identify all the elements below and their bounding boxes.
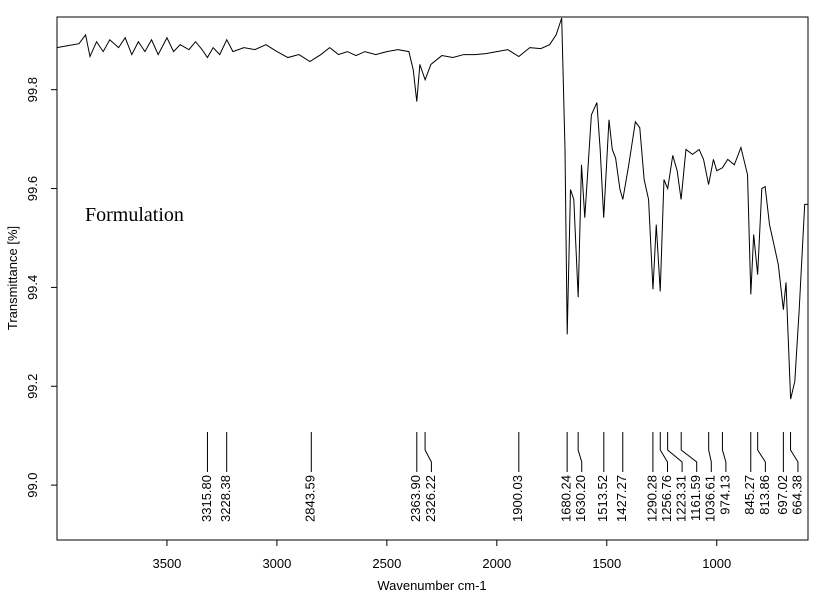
peak-label: 974.13 (717, 475, 732, 515)
y-tick-label: 99.8 (25, 77, 40, 102)
peak-marker (721, 432, 727, 472)
peak-label: 2326.22 (423, 475, 438, 522)
peak-marker (577, 432, 583, 472)
x-tick-label: 3500 (152, 556, 181, 571)
x-tick-label: 1000 (702, 556, 731, 571)
x-tick-label: 2500 (372, 556, 401, 571)
peak-label: 1290.28 (644, 475, 659, 522)
x-tick-label: 2000 (482, 556, 511, 571)
spectrum-line (56, 17, 808, 400)
peak-label: 2843.59 (303, 475, 318, 522)
peak-marker (757, 432, 766, 472)
peak-marker (424, 432, 432, 472)
x-tick-label: 1500 (592, 556, 621, 571)
peak-label: 697.02 (775, 475, 790, 515)
peak-label: 1900.03 (510, 475, 525, 522)
peak-label: 1680.24 (559, 475, 574, 522)
y-axis-label: Transmittance [%] (5, 226, 20, 330)
peak-marker (708, 432, 712, 472)
peak-label: 1223.31 (674, 475, 689, 522)
y-tick-label: 99.0 (25, 472, 40, 497)
peak-label: 2363.90 (408, 475, 423, 522)
peak-label: 1427.27 (614, 475, 629, 522)
y-tick-label: 99.2 (25, 374, 40, 399)
peak-marker (667, 432, 683, 472)
peak-label: 845.27 (742, 475, 757, 515)
plot-frame (56, 16, 809, 541)
peak-label: 1161.59 (688, 475, 703, 521)
peak-marker (680, 432, 698, 472)
peak-label: 813.86 (757, 475, 772, 515)
peak-label: 1513.52 (595, 475, 610, 522)
y-tick-label: 99.6 (25, 176, 40, 201)
peak-label: 1036.61 (703, 475, 718, 522)
x-tick-label: 3000 (262, 556, 291, 571)
annotation: Formulation (85, 204, 184, 226)
peak-label: 1256.76 (659, 475, 674, 522)
peak-label: 1630.20 (573, 475, 588, 522)
peak-marker (659, 432, 668, 472)
peak-label: 3315.80 (199, 475, 214, 522)
peak-label: 3228.38 (218, 475, 233, 522)
peak-marker (790, 432, 799, 472)
x-axis-label: Wavenumber cm-1 (377, 578, 486, 593)
peak-label: 664.38 (789, 475, 804, 515)
y-tick-label: 99.4 (25, 275, 40, 300)
